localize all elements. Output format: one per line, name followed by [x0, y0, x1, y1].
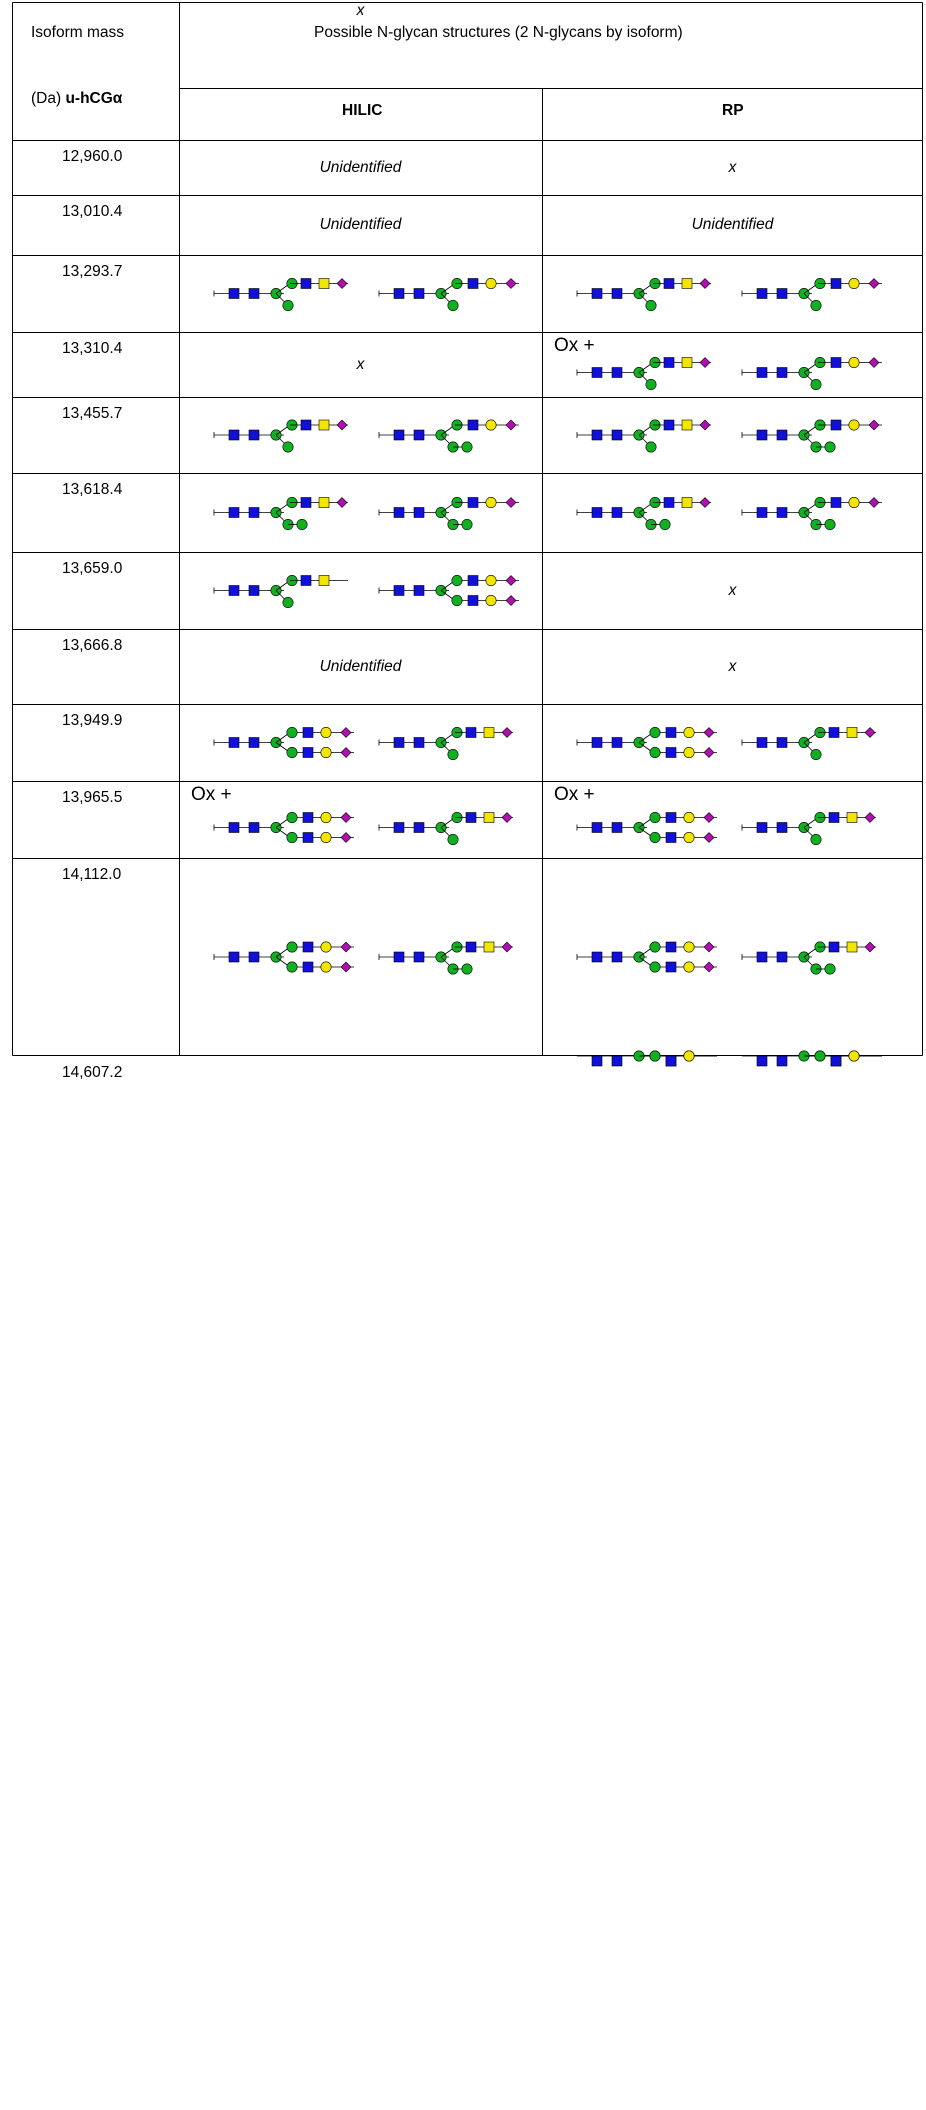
- glycan-structure-mono-antenna-man: [741, 496, 882, 530]
- table-grid-lines: [12, 2, 923, 1056]
- header-rp: RP: [722, 102, 744, 119]
- rp-cell-text: x: [728, 581, 737, 599]
- rp-cell-text: Unidentified: [691, 216, 774, 233]
- glycan-structure-mono-antenna-man: [378, 419, 519, 453]
- glycan-structure-mono-antenna-man: [741, 419, 882, 453]
- glycan-structure-biantennary: [576, 941, 717, 973]
- glycan-structure-hybrid-man: [213, 496, 348, 530]
- hilic-cell-text: x: [356, 2, 365, 19]
- rp-glycans: [576, 726, 876, 760]
- hilic-ox-label: Ox +: [191, 784, 232, 805]
- isoform-mass-value: 13,010.4: [62, 203, 123, 220]
- rp-ox-label: Ox +: [554, 784, 595, 805]
- rp-ox-label: Ox +: [554, 335, 595, 356]
- glycan-table: Isoform mass (Da) u-hCGα Possible N-glyc…: [12, 2, 923, 1081]
- isoform-mass-value: 13,455.7: [62, 405, 123, 422]
- rp-glycans: [576, 419, 882, 453]
- isoform-mass-value: 13,293.7: [62, 263, 123, 280]
- glycan-structure-biantennary: [213, 811, 354, 843]
- glycan-structure-hybrid: [741, 726, 876, 760]
- glycan-structure-hybrid: [741, 811, 876, 845]
- glycan-structure-biantennary: [576, 726, 717, 758]
- glycan-structure-hybrid-man: [741, 941, 876, 975]
- hilic-cell-text: Unidentified: [319, 216, 402, 233]
- rp-cell-text: x: [728, 657, 737, 675]
- hilic-glycans: [213, 574, 519, 608]
- isoform-mass-value: 13,659.0: [62, 560, 123, 577]
- hilic-glycans: [213, 811, 513, 845]
- rp-glycans: [576, 356, 882, 390]
- rp-glycans: [576, 941, 876, 975]
- glycan-structure-biantennary: [213, 941, 354, 973]
- glycan-structure-mono-antenna: [378, 277, 519, 311]
- header-isoform-mass: Isoform mass: [31, 24, 125, 41]
- glycan-structure-hybrid: [378, 811, 513, 845]
- isoform-mass-value: 13,310.4: [62, 340, 123, 357]
- hilic-glycans: [213, 419, 519, 453]
- glycan-structure-mono-antenna: [741, 277, 882, 311]
- glycan-structure-mono-antenna: [741, 356, 882, 390]
- glycan-structure-biantennary: [378, 574, 519, 606]
- glycan-structure-hybrid: [213, 419, 348, 453]
- header-isoform-unit: (Da) u-hCGα: [31, 90, 123, 107]
- isoform-mass-value: 13,618.4: [62, 481, 123, 498]
- hilic-cell-text: Unidentified: [319, 657, 402, 675]
- glycan-structure-hybrid: [213, 277, 348, 311]
- isoform-mass-value: 13,965.5: [62, 789, 123, 806]
- glycan-structure-hybrid: [378, 726, 513, 760]
- glycan-structure-hybrid: [576, 419, 711, 453]
- isoform-mass-value: 14,112.0: [62, 866, 122, 883]
- hilic-cell-text: Unidentified: [319, 158, 402, 176]
- rp-glycans: [577, 1050, 882, 1067]
- glycan-structure-hybrid: [576, 356, 711, 390]
- glycan-structure-mono-antenna-man: [378, 496, 519, 530]
- rp-glycans: [576, 496, 882, 530]
- hilic-glycans: [213, 726, 513, 760]
- rp-cell-text: x: [728, 158, 737, 176]
- rp-glycans: [576, 277, 882, 311]
- header-structures-title: Possible N-glycan structures (2 N-glycan…: [314, 24, 683, 41]
- header-u-hcg-alpha: u-hCGα: [65, 90, 123, 107]
- glycan-structure-hybrid-man: [576, 496, 711, 530]
- glycan-structure-hybrid-nosia: [213, 574, 348, 608]
- hilic-glycans: [213, 496, 519, 530]
- isoform-mass-value: 12,960.0: [62, 148, 123, 165]
- isoform-mass-value: 13,949.9: [62, 712, 123, 729]
- hilic-glycans: [213, 277, 519, 311]
- hilic-cell-text: x: [356, 355, 365, 373]
- rp-glycans: [576, 811, 876, 845]
- glycan-structure-hybrid-man: [378, 941, 513, 975]
- hilic-glycans: [213, 941, 513, 975]
- isoform-mass-value: 14,607.2: [62, 1064, 123, 1081]
- header-hilic: HILIC: [342, 102, 383, 119]
- isoform-mass-value: 13,666.8: [62, 637, 123, 654]
- glycan-structure-biantennary: [576, 811, 717, 843]
- glycan-structure-biantennary: [213, 726, 354, 758]
- glycan-structure-hybrid: [576, 277, 711, 311]
